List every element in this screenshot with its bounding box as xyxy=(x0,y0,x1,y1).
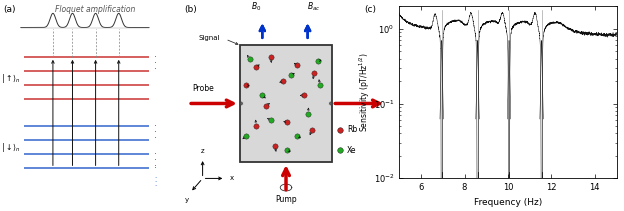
Text: ·: · xyxy=(154,121,157,131)
Text: ·: · xyxy=(154,127,157,137)
Text: Signal: Signal xyxy=(198,35,220,41)
Text: y: y xyxy=(185,197,189,203)
Text: $B_0$: $B_0$ xyxy=(251,1,261,13)
Text: Floquet amplification: Floquet amplification xyxy=(56,5,136,14)
Text: $|\downarrow\rangle_n$: $|\downarrow\rangle_n$ xyxy=(1,141,21,154)
Text: (c): (c) xyxy=(364,5,377,14)
Bar xyxy=(240,45,333,162)
Text: Pump: Pump xyxy=(275,195,297,204)
Text: x: x xyxy=(230,175,233,181)
Text: ·: · xyxy=(154,64,157,74)
Text: ·: · xyxy=(154,58,157,68)
Text: ·: · xyxy=(154,52,157,62)
Text: ·: · xyxy=(154,133,157,143)
Text: $|\uparrow\rangle_n$: $|\uparrow\rangle_n$ xyxy=(1,72,21,85)
Text: (b): (b) xyxy=(184,5,197,14)
Text: (a): (a) xyxy=(3,5,16,14)
Text: ·: · xyxy=(154,184,157,189)
Text: Xe: Xe xyxy=(347,146,356,155)
X-axis label: Frequency (Hz): Frequency (Hz) xyxy=(474,198,542,207)
Text: z: z xyxy=(201,148,205,154)
Text: ·: · xyxy=(154,155,157,165)
Text: ·: · xyxy=(154,161,157,171)
Text: $B_{ac}$: $B_{ac}$ xyxy=(307,1,321,13)
Y-axis label: Sensitivity (pT/Hz$^{1/2}$): Sensitivity (pT/Hz$^{1/2}$) xyxy=(358,52,373,132)
Text: Rb: Rb xyxy=(347,125,357,134)
Text: ·: · xyxy=(154,149,157,159)
Text: ·: · xyxy=(154,180,157,185)
Text: Probe: Probe xyxy=(192,84,214,93)
Text: ·: · xyxy=(154,163,157,173)
Text: ·: · xyxy=(154,175,157,181)
